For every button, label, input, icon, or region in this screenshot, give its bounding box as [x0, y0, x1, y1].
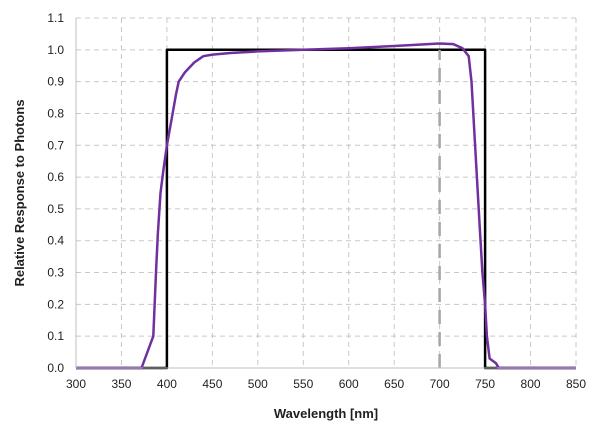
y-tick-label: 0.4 — [47, 234, 64, 248]
x-tick-label: 550 — [293, 377, 313, 391]
y-tick-label: 0.5 — [47, 202, 64, 216]
x-tick-labels: 300 350 400 450 500 550 600 650 700 750 800 850 — [66, 377, 586, 391]
x-tick-label: 800 — [521, 377, 541, 391]
x-tick-label: 450 — [202, 377, 222, 391]
x-tick-label: 600 — [339, 377, 359, 391]
x-tick-label: 350 — [111, 377, 131, 391]
x-tick-label: 300 — [66, 377, 86, 391]
y-tick-label: 1.0 — [47, 43, 64, 57]
y-tick-label: 0.2 — [47, 297, 64, 311]
y-tick-label: 0.8 — [47, 106, 64, 120]
y-tick-labels: 0.0 0.1 0.2 0.3 0.4 0.5 0.6 0.7 0.8 0.9 1.0 1.1 — [47, 11, 64, 375]
x-tick-label: 400 — [157, 377, 177, 391]
y-tick-label: 0.6 — [47, 170, 64, 184]
y-tick-label: 0.9 — [47, 75, 64, 89]
y-tick-label: 0.7 — [47, 138, 64, 152]
x-tick-label: 700 — [430, 377, 450, 391]
x-tick-label: 850 — [566, 377, 586, 391]
x-tick-label: 500 — [248, 377, 268, 391]
y-tick-label: 0.1 — [47, 329, 64, 343]
axes — [75, 18, 576, 369]
x-axis-title: Wavelength [nm] — [274, 406, 378, 421]
y-tick-label: 0.0 — [47, 361, 64, 375]
y-axis-title: Relative Response to Photons — [12, 99, 27, 286]
detector-response-line — [76, 42, 576, 370]
y-tick-label: 0.3 — [47, 266, 64, 280]
x-tick-label: 750 — [475, 377, 495, 391]
x-tick-label: 650 — [384, 377, 404, 391]
plot-area — [76, 18, 576, 368]
y-tick-label: 1.1 — [47, 11, 64, 25]
